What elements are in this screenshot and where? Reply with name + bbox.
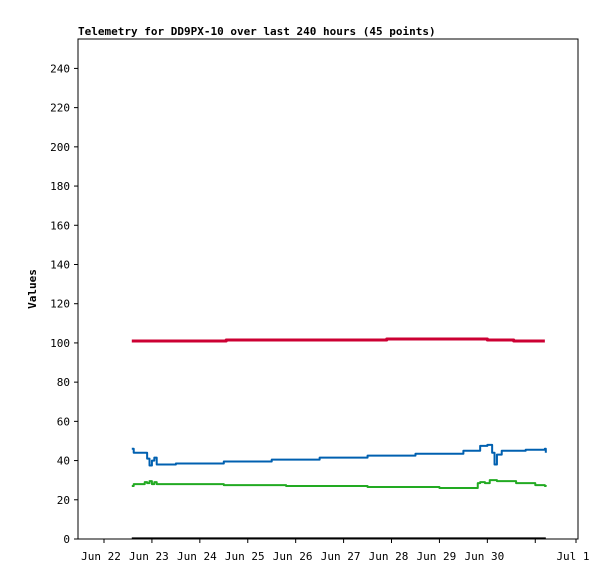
x-tick-label: Jun 27	[321, 550, 361, 563]
x-tick-label: Jun 22	[81, 550, 121, 563]
y-tick-label: 120	[50, 298, 70, 311]
chart-title: Telemetry for DD9PX-10 over last 240 hou…	[78, 25, 436, 38]
x-tick-label: Jun 25	[225, 550, 265, 563]
y-tick-label: 160	[50, 219, 70, 232]
x-tick-label: Jun 23	[129, 550, 169, 563]
y-tick-label: 100	[50, 337, 70, 350]
x-tick-label: Jun 29	[417, 550, 457, 563]
x-tick-label: Jun 26	[273, 550, 313, 563]
y-tick-label: 20	[57, 494, 70, 507]
y-tick-label: 80	[57, 376, 70, 389]
x-tick-label: Jun 28	[369, 550, 409, 563]
series-group	[131, 337, 547, 540]
series-line-2	[131, 443, 547, 467]
y-tick-label: 140	[50, 258, 70, 271]
y-axis-label: Values	[26, 269, 39, 309]
y-tick-label: 200	[50, 141, 70, 154]
series-line-1	[131, 337, 545, 343]
x-tick-label: Jul 1	[556, 550, 589, 563]
plot-frame	[77, 38, 579, 540]
y-tick-label: 60	[57, 415, 70, 428]
y-tick-label: 240	[50, 62, 70, 75]
y-tick-label: 180	[50, 180, 70, 193]
y-tick-label: 220	[50, 102, 70, 115]
y-tick-label: 0	[63, 533, 70, 546]
x-tick-label: Jun 30	[464, 550, 504, 563]
y-tick-label: 40	[57, 455, 70, 468]
series-line-3	[131, 479, 547, 490]
y-axis: 0 20 40 60 80 100 120 140 160 180 200 220 240	[50, 62, 78, 546]
x-tick-label: Jun 24	[177, 550, 217, 563]
x-axis: Jun 22 Jun 23 Jun 24 Jun 25 Jun 26 Jun 27 Jun …	[81, 539, 590, 563]
